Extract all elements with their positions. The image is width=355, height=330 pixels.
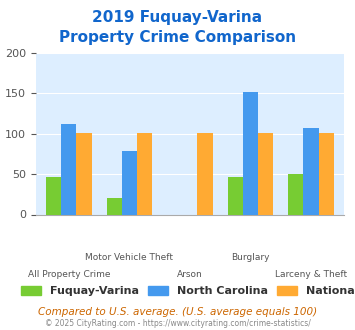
Text: © 2025 CityRating.com - https://www.cityrating.com/crime-statistics/: © 2025 CityRating.com - https://www.city… bbox=[45, 319, 310, 328]
Text: Burglary: Burglary bbox=[231, 253, 270, 262]
Bar bbox=[258, 133, 273, 214]
Bar bbox=[243, 92, 258, 214]
Text: Motor Vehicle Theft: Motor Vehicle Theft bbox=[85, 253, 173, 262]
Bar bbox=[122, 150, 137, 214]
Bar bbox=[106, 198, 122, 214]
Text: Larceny & Theft: Larceny & Theft bbox=[275, 270, 347, 279]
Bar bbox=[304, 128, 319, 214]
Text: Property Crime Comparison: Property Crime Comparison bbox=[59, 30, 296, 45]
Text: 2019 Fuquay-Varina: 2019 Fuquay-Varina bbox=[92, 10, 263, 25]
Text: All Property Crime: All Property Crime bbox=[28, 270, 110, 279]
Bar bbox=[137, 133, 152, 214]
Bar bbox=[228, 177, 243, 214]
Bar bbox=[319, 133, 334, 214]
Bar bbox=[197, 133, 213, 214]
Bar bbox=[288, 174, 304, 214]
Bar bbox=[76, 133, 92, 214]
Text: Compared to U.S. average. (U.S. average equals 100): Compared to U.S. average. (U.S. average … bbox=[38, 307, 317, 317]
Text: Arson: Arson bbox=[177, 270, 203, 279]
Bar bbox=[46, 177, 61, 214]
Legend: Fuquay-Varina, North Carolina, National: Fuquay-Varina, North Carolina, National bbox=[17, 281, 355, 301]
Bar bbox=[61, 124, 76, 214]
